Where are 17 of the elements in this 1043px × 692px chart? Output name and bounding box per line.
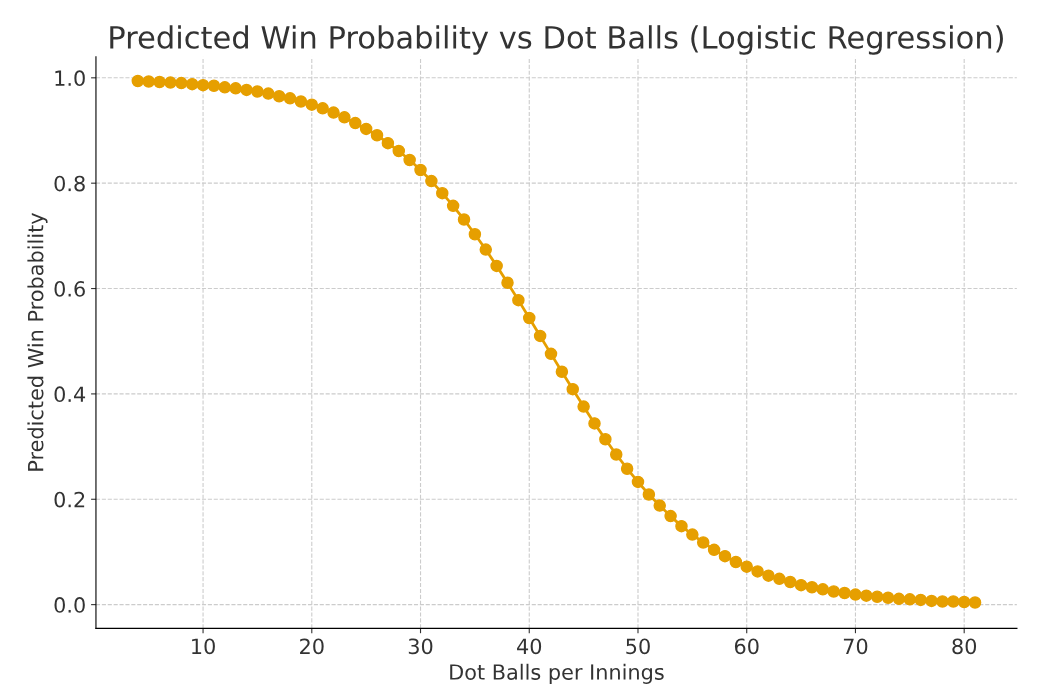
x-tick-label: 70 [843,638,868,655]
y-tick-label: 0.2 [54,491,85,508]
y-axis-title: Predicted Win Probability [27,213,48,471]
x-tick-label: 80 [952,638,977,655]
x-tick-label: 60 [734,638,759,655]
x-axis-title: Dot Balls per Innings [450,663,664,684]
x-tick-label: 40 [517,638,542,655]
y-tick-label: 0.0 [54,597,85,613]
chart-title: Predicted Win Probability vs Dot Balls (Logistic Regression) [110,25,1003,55]
x-tick-label: 50 [626,638,650,655]
y-tick-label: 0.4 [54,386,86,403]
x-tick-label: 10 [192,638,215,655]
y-tick-label: 0.6 [54,280,85,297]
y-tick-label: 1.0 [55,70,85,87]
x-tick-label: 20 [300,638,324,655]
y-tick-label: 0.8 [54,175,85,192]
x-tick-label: 30 [408,638,433,655]
